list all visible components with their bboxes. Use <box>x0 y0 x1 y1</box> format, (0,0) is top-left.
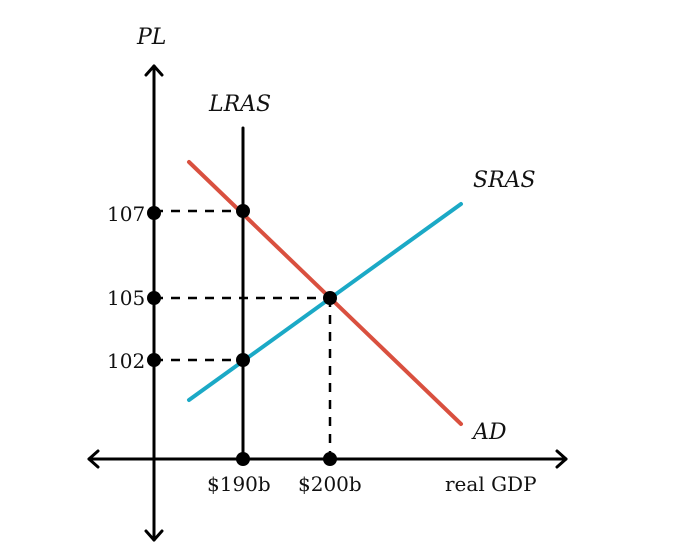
points <box>147 204 337 466</box>
x-axis-arrow-left <box>87 449 100 469</box>
point-y-107 <box>147 206 161 220</box>
x-axis-arrow-right <box>555 449 568 469</box>
sras-label: SRAS <box>473 168 536 193</box>
y-tick-label-107: 107 <box>107 202 145 226</box>
point-y-105 <box>147 291 161 305</box>
lras-label: LRAS <box>208 92 271 117</box>
ad-label: AD <box>471 420 507 445</box>
y-tick-label-102: 102 <box>107 349 145 373</box>
point-lras-sras-intersection <box>236 353 250 367</box>
y-tick-label-105: 105 <box>107 286 145 310</box>
y-axis-arrow-bottom <box>144 529 164 542</box>
point-y-102 <box>147 353 161 367</box>
point-lras-ad-intersection <box>236 204 250 218</box>
x-axis-label: real GDP <box>445 472 537 496</box>
ad-curve <box>187 160 463 426</box>
x-tick-label-190b: $190b <box>207 472 271 496</box>
point-ad-sras-equilibrium <box>323 291 337 305</box>
y-axis-label: PL <box>136 25 166 50</box>
x-tick-label-200b: $200b <box>298 472 362 496</box>
y-axis-arrow-top <box>144 64 164 77</box>
point-x-200b <box>323 452 337 466</box>
point-x-190b <box>236 452 250 466</box>
